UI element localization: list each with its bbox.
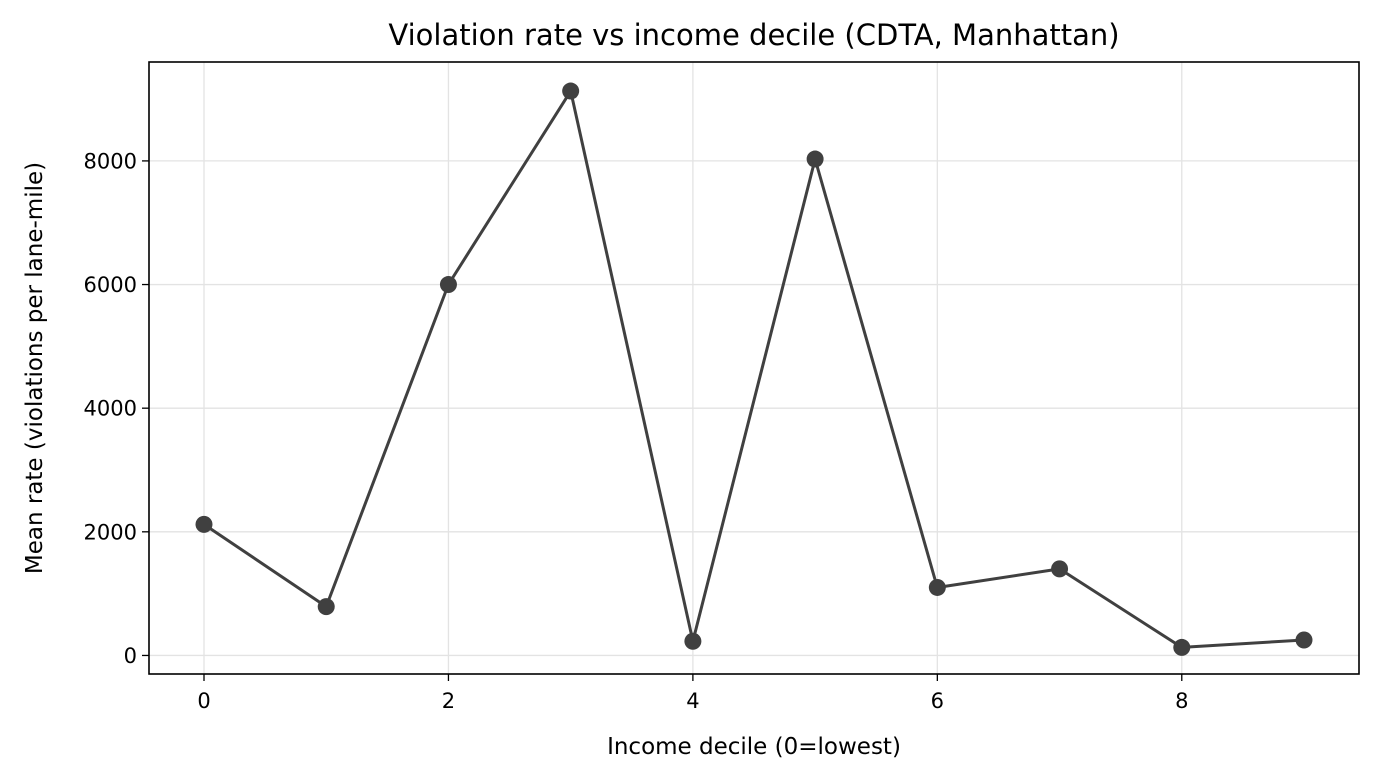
x-tick-label: 4	[686, 689, 699, 713]
y-axis: 0 2000 4000 6000 8000	[84, 149, 149, 668]
y-tick-label: 8000	[84, 149, 137, 173]
data-point	[1173, 638, 1191, 656]
data-point	[317, 598, 335, 616]
x-tick-label: 8	[1175, 689, 1188, 713]
x-tick-label: 6	[931, 689, 944, 713]
x-tick-label: 0	[197, 689, 210, 713]
x-tick-label: 2	[442, 689, 455, 713]
data-point	[928, 578, 946, 596]
series-layer	[195, 82, 1313, 656]
y-tick-label: 4000	[84, 397, 137, 421]
data-point	[806, 150, 824, 168]
grid	[149, 62, 1359, 674]
x-axis: 0 2 4 6 8	[197, 674, 1188, 713]
y-tick-label: 2000	[84, 520, 137, 544]
y-tick-label: 0	[124, 644, 137, 668]
data-point	[684, 632, 702, 650]
y-axis-label: Mean rate (violations per lane-mile)	[22, 162, 48, 574]
series-line	[203, 89, 1305, 649]
y-tick-label: 6000	[84, 273, 137, 297]
data-point	[439, 276, 457, 294]
chart-title: Violation rate vs income decile (CDTA, M…	[388, 18, 1119, 52]
data-point	[562, 82, 580, 100]
data-point	[1295, 631, 1313, 649]
data-point	[1051, 560, 1069, 578]
data-point	[195, 515, 213, 533]
plot-frame	[148, 61, 1360, 675]
x-axis-label: Income decile (0=lowest)	[607, 734, 901, 760]
